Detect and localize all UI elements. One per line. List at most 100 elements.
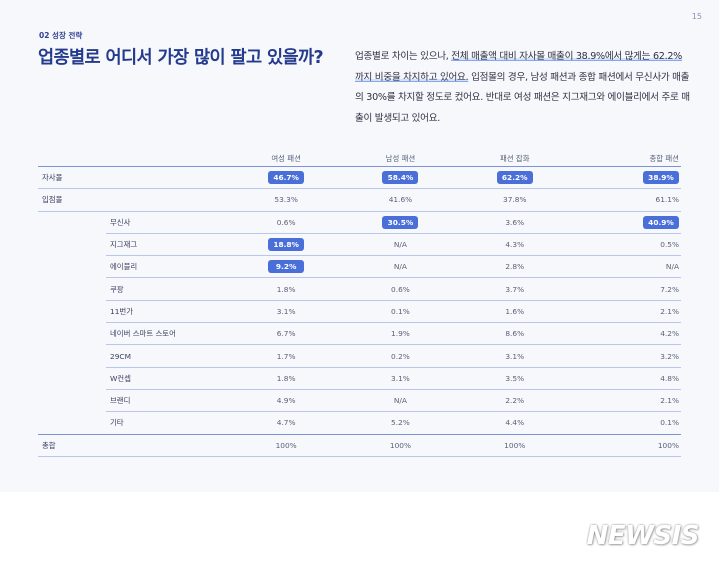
row-value: 100% <box>457 434 572 457</box>
row-category <box>38 233 106 255</box>
row-subcategory: W컨셉 <box>106 367 229 390</box>
row-value: 4.3% <box>457 233 572 257</box>
row-value: 2.8% <box>457 255 572 279</box>
row-category <box>38 367 106 389</box>
row-value: 38.9% <box>571 166 681 190</box>
row-value: 4.7% <box>229 411 344 435</box>
row-value: 1.7% <box>229 344 344 368</box>
row-value: 30.5% <box>343 211 458 234</box>
row-value: 4.8% <box>571 367 681 390</box>
row-value: 100% <box>229 434 344 457</box>
row-value: 8.6% <box>457 322 572 346</box>
header-empty-category <box>38 150 106 167</box>
row-value: 3.6% <box>457 211 572 234</box>
row-subcategory <box>106 166 229 190</box>
row-subcategory: 브랜디 <box>106 389 229 413</box>
row-value: 9.2% <box>229 255 344 279</box>
highlight-badge: 38.9% <box>643 171 679 185</box>
table-row: 에이블리 9.2% N/A 2.8% N/A <box>38 255 681 279</box>
table-header-row: 여성 패션 남성 패션 패션 잡화 종합 패션 <box>38 150 681 167</box>
highlight-badge: 46.7% <box>268 171 305 185</box>
row-value: 37.8% <box>457 188 572 212</box>
row-value: 0.5% <box>571 233 681 257</box>
row-value: 0.1% <box>343 300 458 324</box>
row-value: 100% <box>571 434 681 457</box>
table-row: 입점몰 53.3% 41.6% 37.8% 61.1% <box>38 188 681 212</box>
row-value: 0.2% <box>343 344 458 368</box>
sales-channel-table: 여성 패션 남성 패션 패션 잡화 종합 패션 자사몰 46.7% 58.4% 62.… <box>38 150 681 457</box>
slide: 15 02 성장 전략 업종별로 어디서 가장 많이 팔고 있을까? 업종별로 … <box>38 12 702 457</box>
row-value: 18.8% <box>229 233 344 257</box>
row-value: 0.6% <box>229 211 344 234</box>
row-subcategory: 무신사 <box>106 211 229 234</box>
row-value: 41.6% <box>343 188 458 212</box>
row-value: 7.2% <box>571 277 681 301</box>
table-row: 무신사 0.6% 30.5% 3.6% 40.9% <box>38 211 681 234</box>
row-subcategory <box>106 434 229 457</box>
row-category <box>38 411 106 435</box>
row-value: 4.9% <box>229 389 344 413</box>
table-row: 쿠팡 1.8% 0.6% 3.7% 7.2% <box>38 277 681 301</box>
row-category <box>38 211 106 233</box>
row-subcategory: 에이블리 <box>106 255 229 279</box>
row-value: 2.1% <box>571 300 681 324</box>
header-fashion-goods: 패션 잡화 <box>457 150 572 167</box>
row-value: N/A <box>343 255 458 279</box>
table-row: 총합 100% 100% 100% 100% <box>38 434 681 457</box>
row-category <box>38 323 106 345</box>
page-title: 업종별로 어디서 가장 많이 팔고 있을까? <box>38 48 324 68</box>
row-value: 61.1% <box>571 188 681 212</box>
header-general-fashion: 종합 패션 <box>571 150 681 167</box>
table-row: 11번가 3.1% 0.1% 1.6% 2.1% <box>38 300 681 324</box>
section-label: 02 성장 전략 <box>39 31 83 40</box>
row-value: 53.3% <box>229 188 344 212</box>
table-row: 자사몰 46.7% 58.4% 62.2% 38.9% <box>38 166 681 190</box>
row-value: N/A <box>343 389 458 413</box>
row-value: 6.7% <box>229 322 344 346</box>
header-womens-fashion: 여성 패션 <box>229 150 344 167</box>
highlight-badge: 18.8% <box>268 238 305 252</box>
row-value: 40.9% <box>571 211 681 234</box>
row-value: 0.6% <box>343 277 458 301</box>
description: 업종별로 차이는 있으나, 전체 매출액 대비 자사몰 매출이 38.9%에서 … <box>355 47 690 129</box>
table-row: 지그재그 18.8% N/A 4.3% 0.5% <box>38 233 681 257</box>
highlight-badge: 9.2% <box>268 260 305 274</box>
highlight-badge: 30.5% <box>382 215 419 229</box>
row-category <box>38 278 106 300</box>
row-value: 3.2% <box>571 344 681 368</box>
highlight-badge: 40.9% <box>643 215 679 229</box>
header-empty-sub <box>106 150 229 167</box>
table-row: W컨셉 1.8% 3.1% 3.5% 4.8% <box>38 367 681 390</box>
row-value: 1.8% <box>229 367 344 390</box>
header-mens-fashion: 남성 패션 <box>343 150 458 167</box>
row-value: 4.2% <box>571 322 681 346</box>
row-value: 1.9% <box>343 322 458 346</box>
row-category <box>38 389 106 411</box>
row-value: 4.4% <box>457 411 572 435</box>
row-value: 46.7% <box>229 166 344 190</box>
newsis-watermark: NEWSIS <box>586 521 700 551</box>
description-rest: 입점몰의 경우, 남성 패션과 종합 패션에서 무신사가 매출의 30%를 차지… <box>355 71 690 124</box>
row-value: 3.1% <box>229 300 344 324</box>
highlight-badge: 62.2% <box>496 171 533 185</box>
row-category <box>38 300 106 322</box>
row-value: 100% <box>343 434 458 457</box>
description-intro: 업종별로 차이는 있으나, <box>355 51 452 62</box>
row-subcategory: 11번가 <box>106 300 229 324</box>
row-category: 자사몰 <box>38 166 106 190</box>
row-subcategory <box>106 188 229 212</box>
row-subcategory: 쿠팡 <box>106 277 229 301</box>
table-row: 29CM 1.7% 0.2% 3.1% 3.2% <box>38 344 681 368</box>
row-value: 62.2% <box>457 166 572 190</box>
table-row: 네이버 스마트 스토어 6.7% 1.9% 8.6% 4.2% <box>38 322 681 346</box>
page-number: 15 <box>691 12 702 21</box>
row-subcategory: 네이버 스마트 스토어 <box>106 322 229 346</box>
row-value: 1.6% <box>457 300 572 324</box>
row-value: 2.2% <box>457 389 572 413</box>
row-value: 3.7% <box>457 277 572 301</box>
row-value: 2.1% <box>571 389 681 413</box>
table-row: 브랜디 4.9% N/A 2.2% 2.1% <box>38 389 681 413</box>
row-category: 입점몰 <box>38 188 106 212</box>
row-value: N/A <box>343 233 458 257</box>
row-subcategory: 기타 <box>106 411 229 435</box>
